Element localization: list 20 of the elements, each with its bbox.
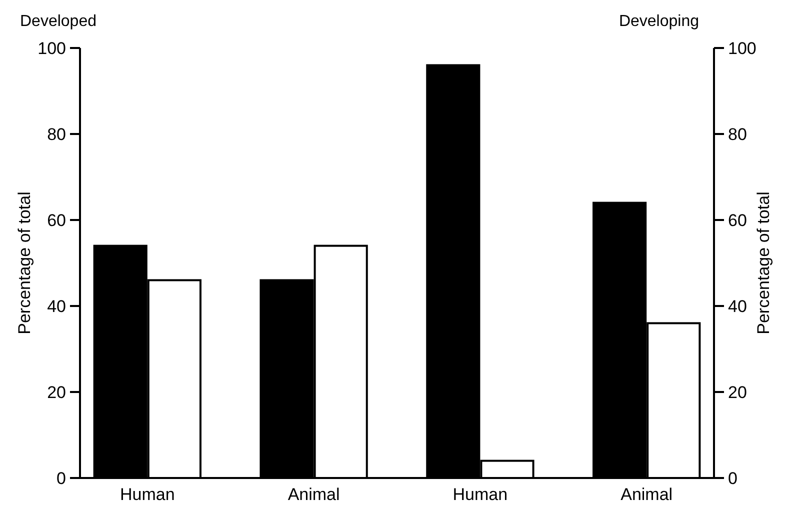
y2-axis-title: Percentage of total: [754, 192, 773, 334]
y-tick-label: 20: [47, 382, 66, 402]
x-tick-label: Human: [120, 485, 175, 504]
x-tick-label: Animal: [620, 485, 673, 504]
text: Developing: [618, 13, 699, 30]
y-tick-label: 100: [38, 38, 66, 58]
y2-tick-label: 20: [728, 382, 747, 402]
x-tick-label: Human: [452, 485, 508, 504]
y-axis-title: Percentage of total: [15, 192, 34, 334]
y-tick-label: 0: [56, 468, 66, 488]
y2-tick-label: 40: [728, 296, 747, 316]
y2-tick-label: 0: [728, 468, 738, 488]
y-tick-label: 40: [47, 296, 66, 316]
y2-tick-label: 100: [728, 38, 756, 58]
y-tick-label: 60: [47, 210, 66, 230]
y2-tick-label: 60: [728, 210, 747, 230]
text: Developed: [20, 13, 96, 30]
y-tick-label: 80: [47, 124, 66, 144]
y2-tick-label: 80: [728, 124, 747, 144]
x-tick-label: Animal: [288, 485, 340, 504]
